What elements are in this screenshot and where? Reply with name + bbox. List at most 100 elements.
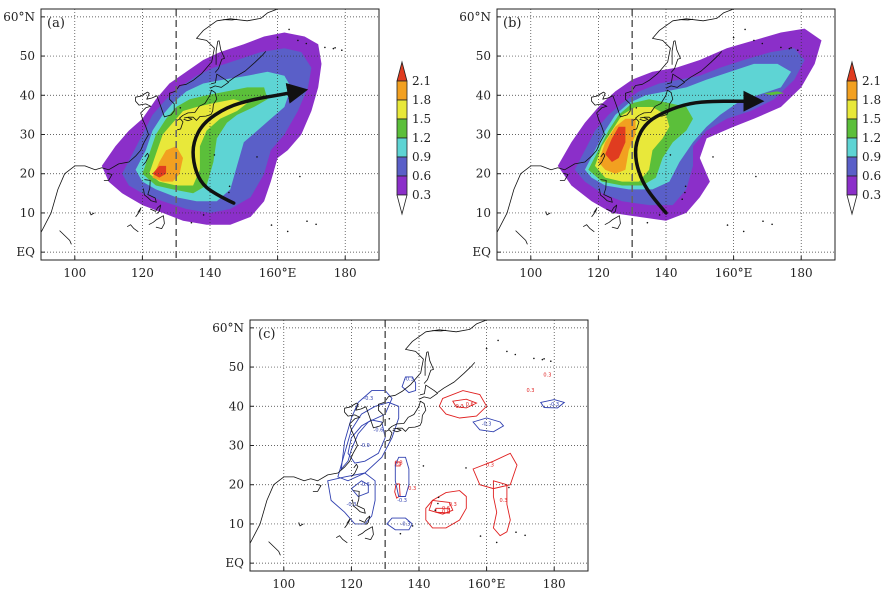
y-tick-label: EQ (225, 556, 244, 570)
panel-label-c: (c) (258, 327, 275, 342)
positive-contour-6 (452, 398, 478, 409)
y-tick-label: EQ (472, 245, 491, 259)
coastline-segment (678, 18, 694, 21)
contour-label: -0.6 (374, 427, 384, 433)
y-axis-c: EQ 10 20 30 40 50 60°N (212, 321, 254, 570)
grid-c (250, 320, 588, 571)
coastline-c (250, 320, 552, 556)
negative-contour-12 (347, 419, 386, 464)
island-dot (726, 224, 729, 226)
contour-labels-c: 0.30.60.90.30.30.3 0.60.30.30.30.3-0.9-0.… (347, 372, 560, 527)
island-dot (753, 39, 755, 42)
coastline-segment (359, 515, 371, 526)
contour-label: 0.3 (456, 404, 464, 410)
coastline-segment (387, 400, 427, 432)
x-axis-b: 100 120 140 160°E 180 (519, 256, 813, 280)
coastline-segment (150, 204, 162, 215)
colorbar-swatch (396, 99, 408, 120)
colorbar-label: 0.6 (412, 169, 431, 183)
coastline-segment (385, 429, 393, 442)
island-dot (497, 339, 499, 342)
island-dot (341, 49, 343, 51)
coastline-segment (545, 211, 551, 216)
coastline-segment (135, 207, 142, 218)
panel-c: 0.30.60.90.30.30.3 0.60.30.30.30.3-0.9-0.… (212, 319, 589, 591)
contour-label: 0.3 (395, 461, 403, 467)
y-tick-label: 60°N (459, 10, 491, 24)
x-tick-label: 160°E (468, 577, 506, 591)
island-dot (437, 496, 440, 499)
coastline-segment (357, 526, 374, 540)
colorbar-label: 2.1 (862, 74, 881, 88)
colorbar-label: 1.5 (862, 112, 881, 126)
colorbar-swatch (846, 80, 858, 101)
coastline-segment (41, 9, 278, 233)
y-tick-label: 10 (20, 206, 35, 220)
positive-contour-1 (428, 499, 454, 515)
island-dot (288, 28, 290, 31)
coastline-segment (103, 172, 113, 181)
negative-contour-19 (401, 376, 417, 394)
colorbar-swatch (396, 137, 408, 158)
y-tick-label: 40 (20, 88, 35, 102)
island-dot (485, 347, 488, 350)
y-tick-label: 30 (476, 128, 491, 142)
island-dot (712, 156, 714, 158)
y-tick-label: 20 (229, 478, 244, 492)
island-dot (515, 531, 517, 533)
island-dot (543, 358, 545, 360)
x-tick-label: 120 (131, 266, 154, 280)
island-dot (179, 107, 182, 109)
island-dot (306, 220, 308, 222)
contour-label: 0.3 (500, 498, 508, 504)
y-tick-label: 40 (229, 399, 244, 413)
island-dot (299, 175, 301, 178)
contour-label: 0.3 (527, 388, 535, 394)
y-tick-label: 60°N (3, 10, 35, 24)
positive-contour-4 (472, 452, 518, 490)
contour-label: -0.3 (549, 402, 559, 408)
negative-contour-20 (472, 417, 505, 433)
colorbar-label: 1.5 (412, 112, 431, 126)
x-axis-c: 100 120 140 160°E 180 (272, 567, 566, 591)
y-tick-label: 10 (229, 517, 244, 531)
colorbar-label: 0.6 (862, 169, 881, 183)
coastline-segment (126, 224, 139, 233)
island-dot (541, 358, 544, 361)
island-dot (190, 221, 193, 224)
contour-label: 0.9 (442, 510, 450, 516)
island-dot (780, 46, 782, 49)
island-dot (270, 224, 273, 226)
negative-contour-16 (327, 472, 376, 525)
island-dot (533, 357, 535, 360)
colorbar-label: 1.8 (412, 93, 431, 107)
island-dot (742, 230, 745, 233)
coastline-segment (298, 522, 304, 527)
filled-region-2.1-6 (605, 126, 626, 162)
y-tick-label: 50 (20, 49, 35, 63)
island-dot (202, 214, 205, 216)
y-axis-a: EQ 10 20 30 40 50 60°N (3, 10, 45, 259)
island-dot (495, 541, 498, 544)
island-dot (755, 175, 757, 178)
island-dot (422, 465, 425, 467)
colorbar-label: 0.3 (412, 188, 431, 202)
coastline-segment (639, 117, 649, 122)
island-dot (669, 154, 672, 156)
coastline-segment (214, 40, 225, 73)
track-arrow-b (633, 90, 765, 215)
island-dot (305, 42, 308, 45)
colorbar-swatch (846, 118, 858, 139)
y-tick-label: 20 (20, 167, 35, 181)
filled-region-1.2-7 (764, 91, 785, 96)
colorbar-label: 1.8 (862, 93, 881, 107)
coastline-segment (418, 384, 439, 400)
y-tick-label: 40 (476, 88, 491, 102)
coastline-segment (228, 51, 267, 82)
positive-contour-0 (425, 490, 467, 529)
negative-contour-15 (350, 480, 369, 498)
coastline-segment (665, 73, 685, 89)
contour-label: -0.3 (401, 521, 411, 527)
colorbar-swatch (846, 156, 858, 177)
island-dot (388, 418, 391, 420)
